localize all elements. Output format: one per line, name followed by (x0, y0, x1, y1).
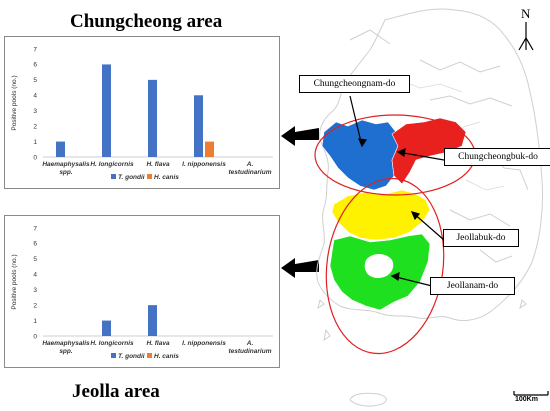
x-tick-label: A. (246, 340, 254, 347)
jeolla-title: Jeolla area (72, 381, 160, 402)
y-tick-label: 3 (33, 108, 37, 115)
korea-map (314, 8, 549, 407)
north-label: N (521, 6, 531, 21)
y-tick-label: 4 (33, 93, 37, 100)
jeolla-chart-panel: Positive pools (no.) 0 1 2 3 4 5 6 7 Haemaphysali… (4, 215, 280, 368)
legend-label: H. canis (154, 353, 179, 360)
y-tick-label: 7 (33, 225, 37, 232)
x-tick-label: H. longicornis (90, 340, 134, 347)
y-tick-label: 2 (33, 302, 37, 309)
chungcheong-bar-chart: Positive pools (no.) 0 1 2 3 4 5 6 7 Haemaphysali… (11, 46, 273, 181)
bar-tgondii-1 (102, 64, 111, 157)
bar-hcanis-3 (205, 141, 214, 157)
x-tick-label: H. flava (146, 161, 170, 168)
chungcheongnam-do-region (321, 119, 399, 191)
jeollabuk-do-region (331, 189, 431, 241)
x-tick-label: I. nipponensis (182, 161, 226, 168)
scale-bar-icon (513, 391, 549, 396)
chungcheong-chart-panel: Positive pools (no.) 0 1 2 3 4 5 6 7 Haemaphysali… (4, 36, 280, 189)
y-tick-label: 3 (33, 287, 37, 294)
callout-leader-lines (349, 95, 445, 287)
chungcheong-title: Chungcheong area (70, 11, 223, 32)
x-tick-label: A. (246, 161, 254, 168)
jeollabuk-do-callout: Jeollabuk-do (443, 229, 519, 247)
x-tick-label: Haemaphysalis (42, 340, 90, 347)
north-arrow-icon (518, 22, 534, 51)
gwangju-hole (364, 254, 394, 278)
y-tick-label: 5 (33, 77, 37, 84)
y-tick-label: 0 (33, 154, 37, 161)
jeolla-highlight-ellipse (325, 177, 445, 355)
y-axis-label: Positive pools (no.) (11, 75, 18, 130)
jeollanam-do-callout: Jeollanam-do (430, 277, 515, 295)
x-tick-label: H. flava (146, 340, 170, 347)
legend-label: T. gondii (118, 174, 145, 181)
legend-label: T. gondii (118, 353, 145, 360)
y-tick-label: 1 (33, 139, 37, 146)
y-axis-label: Positive pools (no.) (11, 254, 18, 309)
y-tick-label: 5 (33, 256, 37, 263)
legend-label: H. canis (154, 174, 179, 181)
arrow-to-jeolla-chart-icon (281, 258, 319, 278)
bar-tgondii-0 (56, 141, 65, 157)
scale-label: 100Km (515, 396, 538, 403)
y-tick-label: 4 (33, 272, 37, 279)
chungcheongnam-do-callout: Chungcheongnam-do (299, 75, 410, 93)
x-tick-label: H. longicornis (90, 161, 134, 168)
y-tick-label: 2 (33, 123, 37, 130)
bar-tgondii-1 (102, 320, 111, 336)
bar-tgondii-3 (194, 95, 203, 157)
legend-swatch (111, 353, 116, 358)
chungcheongbuk-do-callout: Chungcheongbuk-do (444, 148, 550, 166)
jeolla-bar-chart: Positive pools (no.) 0 1 2 3 4 5 6 7 Haemaphysali… (11, 225, 273, 360)
legend-swatch (147, 174, 152, 179)
x-tick-label: testudinarium (229, 348, 272, 355)
y-tick-label: 6 (33, 62, 37, 69)
bar-tgondii-2 (148, 305, 157, 336)
x-tick-label: I. nipponensis (182, 340, 226, 347)
y-tick-label: 0 (33, 333, 37, 340)
x-tick-label: spp. (59, 169, 73, 176)
y-tick-label: 6 (33, 241, 37, 248)
korea-outline (316, 8, 543, 407)
arrow-to-chungcheong-chart-icon (281, 126, 319, 146)
legend-swatch (111, 174, 116, 179)
x-tick-label: spp. (59, 348, 73, 355)
bar-tgondii-2 (148, 79, 157, 157)
x-tick-label: testudinarium (229, 169, 272, 176)
x-tick-label: Haemaphysalis (42, 161, 90, 168)
y-tick-label: 7 (33, 46, 37, 53)
legend-swatch (147, 353, 152, 358)
y-tick-label: 1 (33, 318, 37, 325)
